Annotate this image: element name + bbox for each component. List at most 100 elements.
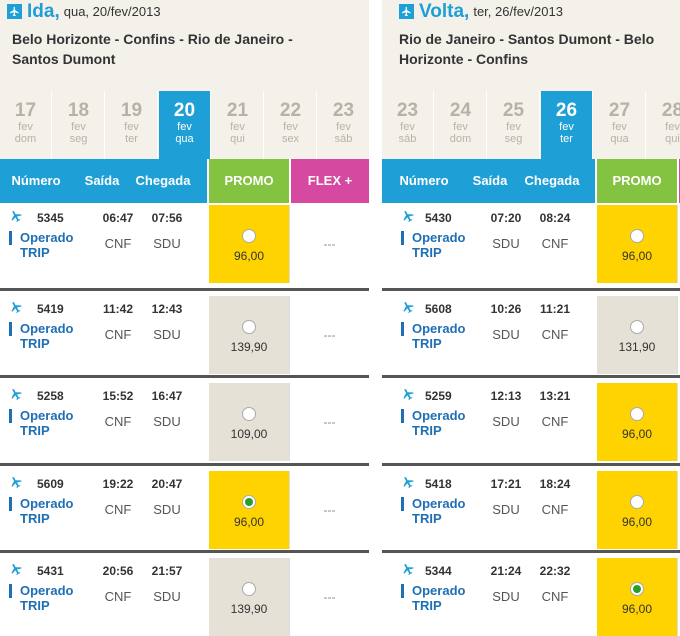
- date-number: 25: [502, 100, 525, 121]
- flight-number: 5418: [425, 476, 452, 491]
- fare-radio[interactable]: [630, 229, 644, 243]
- date-tab[interactable]: 28 fev qui: [647, 91, 680, 159]
- promo-fare-option[interactable]: 96,00: [597, 470, 677, 549]
- operator-label[interactable]: Operado: [9, 496, 73, 511]
- operator-label[interactable]: Operado: [401, 231, 465, 245]
- fare-price: 109,00: [230, 427, 268, 441]
- flex-fare-option[interactable]: [677, 470, 680, 549]
- date-tab[interactable]: 23 fev sáb: [382, 91, 434, 159]
- date-month: fev: [18, 121, 33, 133]
- arrival-airport: CNF: [541, 501, 569, 517]
- departure-time: 10:26: [490, 301, 522, 316]
- date-tab[interactable]: 18 fev seg: [53, 91, 105, 159]
- date-weekday: seg: [504, 133, 523, 145]
- promo-fare-option[interactable]: 96,00: [209, 205, 289, 283]
- operator-name[interactable]: TRIP: [412, 423, 442, 438]
- promo-fare-option[interactable]: 96,00: [597, 205, 677, 283]
- operator-name[interactable]: TRIP: [412, 335, 442, 351]
- arrival-time: 21:57: [151, 564, 183, 578]
- flight-row: 5431 Operado TRIP 20:56 21:57 CNF SDU 139,90 ---: [0, 550, 369, 636]
- fare-radio[interactable]: [242, 319, 256, 334]
- date-tab[interactable]: 21 fev qui: [212, 91, 264, 159]
- departure-time: 20:56: [102, 564, 134, 578]
- fare-radio[interactable]: [630, 407, 644, 421]
- operator-name[interactable]: TRIP: [20, 598, 50, 613]
- outbound-date-strip: 17 fev dom 18 fev seg 19 fev ter 20 fev qua 21 fev qui…: [0, 91, 369, 159]
- date-weekday: qua: [175, 133, 194, 145]
- operator-name[interactable]: TRIP: [20, 335, 50, 351]
- promo-fare-option[interactable]: 131,90: [597, 295, 677, 374]
- outbound-date: qua, 20/fev/2013: [63, 4, 161, 19]
- fare-radio[interactable]: [242, 229, 256, 243]
- fare-radio[interactable]: [242, 494, 256, 509]
- date-tab[interactable]: 17 fev dom: [0, 91, 52, 159]
- operator-label[interactable]: Operado: [9, 584, 73, 598]
- operator-label[interactable]: Operado: [9, 231, 73, 245]
- col-numero: Número: [399, 173, 449, 188]
- fare-radio[interactable]: [630, 319, 644, 334]
- operator-label[interactable]: Operado: [9, 321, 73, 336]
- departure-airport: SDU: [492, 414, 520, 429]
- flight-row: 5609 Operado TRIP 19:22 20:47 CNF SDU 96,00 ---: [0, 462, 369, 550]
- departure-airport: SDU: [492, 501, 520, 517]
- operator-label[interactable]: Operado: [401, 409, 465, 423]
- flex-fare-option[interactable]: [677, 205, 680, 283]
- fare-radio[interactable]: [242, 407, 256, 421]
- flex-fare-option[interactable]: [677, 383, 680, 461]
- promo-fare-option[interactable]: 96,00: [597, 558, 677, 636]
- date-tab[interactable]: 23 fev sáb: [318, 91, 369, 159]
- promo-fare-option[interactable]: 139,90: [209, 295, 289, 374]
- operator-name[interactable]: TRIP: [412, 510, 442, 526]
- date-number: 27: [608, 100, 631, 121]
- operator-label[interactable]: Operado: [401, 496, 465, 511]
- date-month: fev: [336, 121, 351, 133]
- flight-row: 5258 Operado TRIP 15:52 16:47 CNF SDU 109,00 ---: [0, 375, 369, 462]
- date-tab[interactable]: 24 fev dom: [435, 91, 487, 159]
- date-tab[interactable]: 26 fev ter: [541, 91, 593, 159]
- flex-fare-option[interactable]: ---: [289, 205, 369, 283]
- date-tab[interactable]: 27 fev qua: [594, 91, 646, 159]
- fare-radio[interactable]: [630, 494, 644, 509]
- fare-radio[interactable]: [630, 582, 644, 596]
- operator-name[interactable]: TRIP: [412, 598, 442, 613]
- flex-fare-option[interactable]: [677, 295, 680, 374]
- flex-fare-option[interactable]: [677, 558, 680, 636]
- date-month: fev: [177, 121, 192, 133]
- date-tab[interactable]: 19 fev ter: [106, 91, 158, 159]
- fare-radio[interactable]: [242, 582, 256, 596]
- operator-name[interactable]: TRIP: [20, 423, 50, 438]
- col-chegada: Chegada: [524, 173, 580, 188]
- flex-fare-option[interactable]: ---: [289, 383, 369, 461]
- operator-name[interactable]: TRIP: [20, 245, 50, 260]
- date-tab[interactable]: 22 fev sex: [265, 91, 317, 159]
- flight-number: 5431: [37, 564, 64, 578]
- return-title: Volta, ter, 26/fev/2013: [399, 0, 563, 22]
- operator-name[interactable]: TRIP: [412, 245, 442, 260]
- flight-number: 5258: [37, 389, 64, 403]
- promo-fare-option[interactable]: 109,00: [209, 383, 289, 461]
- col-promo: PROMO: [207, 159, 289, 203]
- date-month: fev: [124, 121, 139, 133]
- promo-fare-option[interactable]: 139,90: [209, 558, 289, 636]
- flex-fare-option[interactable]: ---: [289, 470, 369, 549]
- flight-row: 5345 Operado TRIP 06:47 07:56 CNF SDU 96,00 ---: [0, 203, 369, 285]
- date-month: fev: [71, 121, 86, 133]
- date-weekday: qua: [610, 133, 629, 145]
- arrival-airport: CNF: [541, 414, 569, 429]
- promo-fare-option[interactable]: 96,00: [209, 470, 289, 549]
- promo-fare-option[interactable]: 96,00: [597, 383, 677, 461]
- arrival-airport: SDU: [153, 501, 181, 517]
- flex-fare-option[interactable]: ---: [289, 558, 369, 636]
- operator-name[interactable]: TRIP: [20, 510, 50, 526]
- date-tab[interactable]: 20 fev qua: [159, 91, 211, 159]
- operator-label[interactable]: Operado: [401, 321, 465, 336]
- arrival-airport: CNF: [541, 326, 569, 342]
- operator-label[interactable]: Operado: [401, 584, 465, 598]
- departure-time: 07:20: [490, 211, 522, 225]
- fare-price: 96,00: [233, 249, 265, 263]
- airplane-icon: [9, 209, 23, 223]
- operator-label[interactable]: Operado: [9, 409, 73, 423]
- flex-fare-option[interactable]: ---: [289, 295, 369, 374]
- date-tab[interactable]: 25 fev seg: [488, 91, 540, 159]
- date-weekday: seg: [69, 133, 88, 145]
